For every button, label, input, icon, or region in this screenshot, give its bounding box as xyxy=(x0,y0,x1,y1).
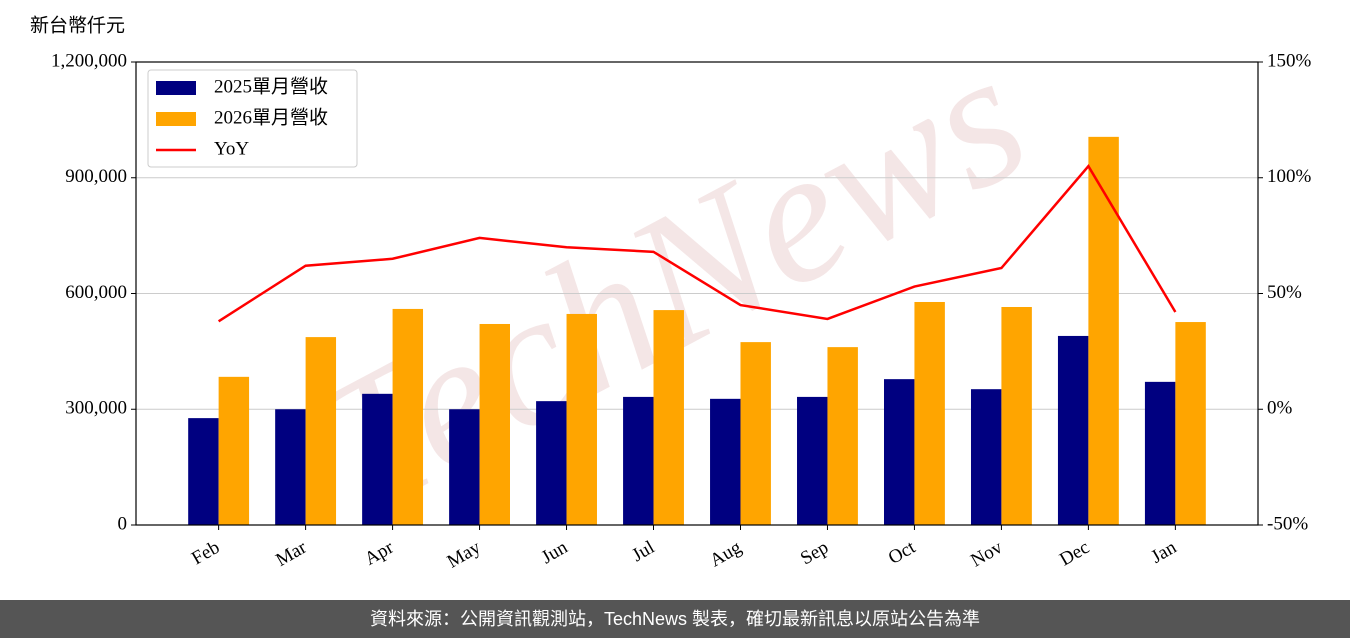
bar xyxy=(479,323,510,525)
bar xyxy=(566,313,597,525)
bar xyxy=(623,396,654,525)
x-tick-label: Jan xyxy=(1148,537,1181,568)
bar xyxy=(218,376,250,525)
y-tick-label: 600,000 xyxy=(65,282,127,303)
plot-frame xyxy=(135,61,1259,526)
bar xyxy=(275,409,306,525)
bar xyxy=(449,409,480,525)
bar xyxy=(1144,381,1176,525)
x-tick-label: Nov xyxy=(967,537,1006,572)
x-tick-label: May xyxy=(444,537,485,573)
y2-tick-label: 0% xyxy=(1267,398,1293,419)
y2-tick-label: 50% xyxy=(1267,282,1302,303)
bar xyxy=(653,310,684,525)
x-tick-label: Oct xyxy=(885,537,920,569)
legend-label: YoY xyxy=(214,138,249,159)
bar xyxy=(797,396,828,525)
legend-label: 2025單月營收 xyxy=(214,75,328,97)
x-tick-label: Sep xyxy=(797,537,832,569)
legend-swatch xyxy=(156,112,196,126)
bar xyxy=(1001,307,1032,525)
line xyxy=(217,164,1177,323)
y2-tick-label: 150% xyxy=(1267,50,1312,71)
bar xyxy=(914,301,945,525)
x-tick-label: Aug xyxy=(706,537,745,572)
bar xyxy=(536,401,567,525)
legend-box xyxy=(147,69,358,168)
x-tick-label: Mar xyxy=(272,537,310,571)
footer-bar xyxy=(0,600,1350,638)
footer: 資料來源：公開資訊觀測站，TechNews 製表，確切最新訊息以原站公告為準 xyxy=(370,609,980,629)
legend-swatch xyxy=(156,81,196,95)
y-tick-label: 900,000 xyxy=(65,166,127,187)
bar xyxy=(1057,335,1089,525)
y-tick-label: 300,000 xyxy=(65,398,127,419)
bar xyxy=(305,337,337,525)
bar xyxy=(710,398,741,525)
bar xyxy=(188,418,219,525)
x-tick-label: Jun xyxy=(538,537,572,569)
legend-label: 2026單月營收 xyxy=(214,106,328,128)
y2-tick-label: 100% xyxy=(1267,166,1312,187)
y-axis-label: 新台幣仟元 xyxy=(30,14,125,36)
bar xyxy=(1088,136,1119,525)
bar xyxy=(392,308,424,525)
y-tick-label: 1,200,000 xyxy=(51,50,127,71)
bar xyxy=(362,393,393,525)
bar xyxy=(827,347,858,525)
bar xyxy=(1175,322,1206,525)
x-tick-label: Feb xyxy=(188,537,223,569)
x-tick-label: Jul xyxy=(628,537,658,566)
bar xyxy=(740,342,771,525)
x-tick-label: Dec xyxy=(1056,537,1093,570)
bar xyxy=(970,389,1002,525)
y2-tick-label: -50% xyxy=(1267,513,1308,534)
y-tick-label: 0 xyxy=(118,513,128,534)
bar xyxy=(884,379,915,525)
